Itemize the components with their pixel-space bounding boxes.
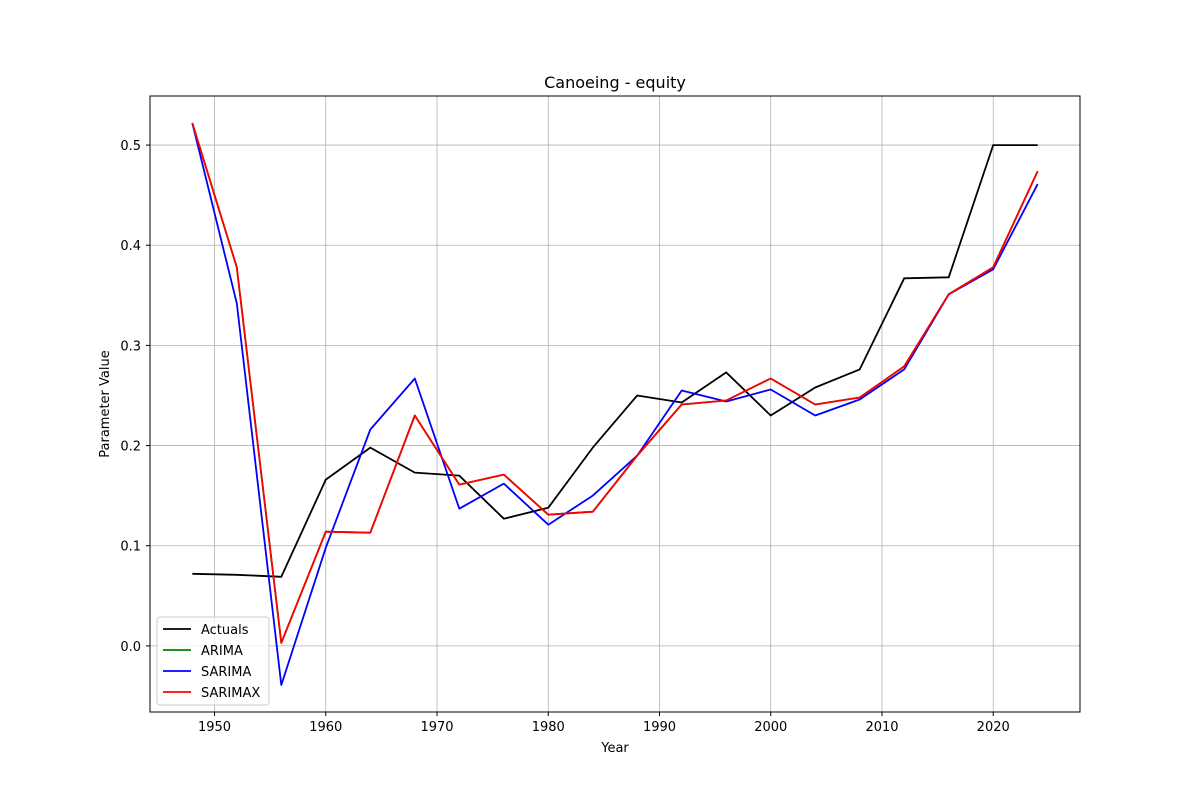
legend-label-sarimax: SARIMAX	[201, 686, 260, 701]
x-axis-ticks: 1950 1960 1970 1980 1990 2000 2010 2020	[198, 712, 1010, 735]
y-tick-label: 0.0	[120, 640, 141, 655]
x-tick-label: 2020	[977, 720, 1010, 735]
y-axis-ticks: 0.0 0.1 0.2 0.3 0.4 0.5	[120, 139, 150, 655]
x-tick-label: 2000	[754, 720, 787, 735]
legend-box	[156, 616, 270, 706]
series-lines	[191, 122, 1039, 686]
x-tick-label: 1960	[309, 720, 342, 735]
legend-label-arima: ARIMA	[201, 644, 243, 659]
series-line-sarima	[191, 122, 1039, 686]
series-line-sarimax	[191, 122, 1039, 644]
series-line-actuals	[192, 144, 1038, 578]
legend: Actuals ARIMA SARIMA SARIMAX	[156, 616, 270, 706]
grid	[150, 96, 1080, 712]
y-tick-label: 0.2	[120, 440, 141, 455]
legend-label-actuals: Actuals	[201, 623, 249, 638]
y-tick-label: 0.3	[120, 339, 141, 354]
y-tick-label: 0.5	[120, 139, 141, 154]
y-axis-title: Parameter Value	[98, 350, 113, 457]
x-tick-label: 1980	[532, 720, 565, 735]
x-tick-label: 2010	[865, 720, 898, 735]
plot-frame	[149, 95, 1081, 713]
x-tick-label: 1950	[198, 720, 231, 735]
y-tick-label: 0.4	[120, 239, 141, 254]
chart-title: Canoeing - equity	[544, 73, 686, 92]
x-tick-label: 1990	[643, 720, 676, 735]
x-axis-title: Year	[600, 741, 629, 756]
y-tick-label: 0.1	[120, 540, 141, 555]
legend-label-sarima: SARIMA	[201, 665, 251, 680]
x-tick-label: 1970	[420, 720, 453, 735]
